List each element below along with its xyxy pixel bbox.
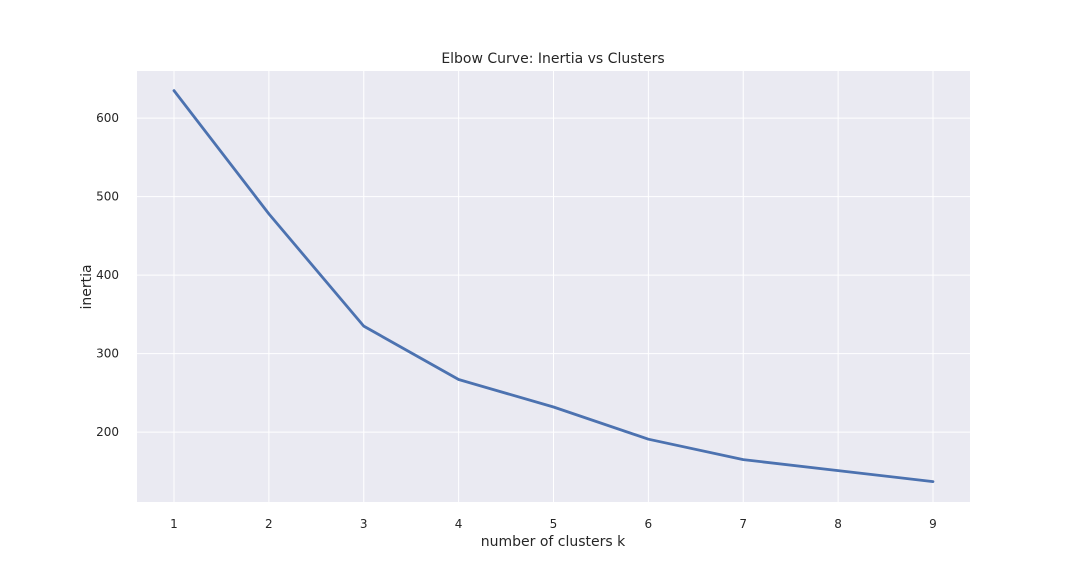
- x-axis-label: number of clusters k: [481, 534, 626, 550]
- y-tick-label: 500: [96, 190, 119, 204]
- y-tick-label: 600: [96, 111, 119, 125]
- x-tick-label: 8: [834, 517, 842, 531]
- x-tick-label: 6: [645, 517, 653, 531]
- series-group: [172, 89, 935, 483]
- y-tick-label: 300: [96, 347, 119, 361]
- y-tick-label: 400: [96, 268, 119, 282]
- chart-title: Elbow Curve: Inertia vs Clusters: [441, 51, 664, 67]
- x-tick-label: 5: [550, 517, 558, 531]
- y-axis-ticks: 200 300 400 500 600: [96, 111, 119, 439]
- grid-lines: [137, 71, 970, 502]
- y-axis-label: inertia: [79, 264, 95, 309]
- x-tick-label: 2: [265, 517, 273, 531]
- x-tick-label: 1: [170, 517, 178, 531]
- x-tick-label: 3: [360, 517, 368, 531]
- x-tick-label: 7: [739, 517, 747, 531]
- x-tick-label: 4: [455, 517, 463, 531]
- x-axis-ticks: 1 2 3 4 5 6 7 8 9: [170, 517, 937, 531]
- series-line-0: [172, 89, 935, 483]
- x-tick-label: 9: [929, 517, 937, 531]
- y-tick-label: 200: [96, 425, 119, 439]
